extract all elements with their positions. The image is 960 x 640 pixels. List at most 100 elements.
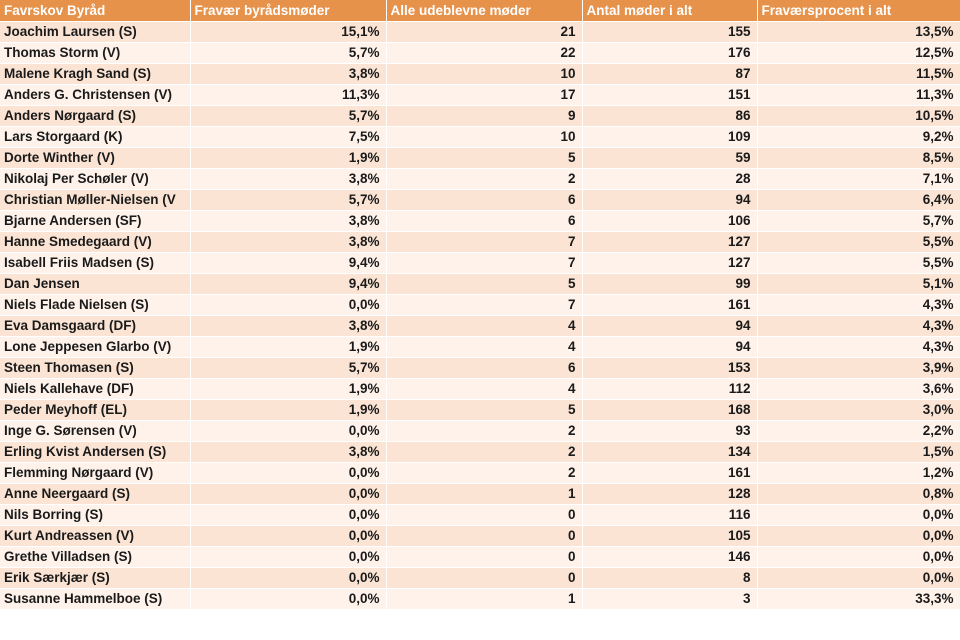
table-row: Erling Kvist Andersen (S) 3,8% 2 134 1,5% (0, 441, 960, 463)
table-row: Isabell Friis Madsen (S) 9,4% 7 127 5,5% (0, 252, 960, 274)
council-absence-cell: 1,9% (190, 399, 387, 421)
missed-meetings-cell: 5 (386, 273, 583, 295)
missed-meetings-cell: 22 (386, 42, 583, 64)
member-name-cell: Dan Jensen (0, 273, 191, 295)
council-absence-cell: 9,4% (190, 252, 387, 274)
member-name-cell: Susanne Hammelboe (S) (0, 588, 191, 610)
absence-percent-cell: 2,2% (757, 420, 960, 442)
attendance-table: Favrskov Byråd Fravær byrådsmøder Alle u… (0, 0, 960, 610)
table-row: Joachim Laursen (S) 15,1% 21 155 13,5% (0, 21, 960, 43)
absence-percent-cell: 10,5% (757, 105, 960, 127)
absence-percent-cell: 0,0% (757, 567, 960, 589)
table-row: Thomas Storm (V) 5,7% 22 176 12,5% (0, 42, 960, 64)
total-meetings-cell: 155 (582, 21, 758, 43)
absence-percent-cell: 1,2% (757, 462, 960, 484)
missed-meetings-cell: 0 (386, 504, 583, 526)
missed-meetings-cell: 2 (386, 168, 583, 190)
table-row: Niels Flade Nielsen (S) 0,0% 7 161 4,3% (0, 294, 960, 316)
table-row: Kurt Andreassen (V) 0,0% 0 105 0,0% (0, 525, 960, 547)
member-name-cell: Erik Særkjær (S) (0, 567, 191, 589)
total-meetings-cell: 105 (582, 525, 758, 547)
absence-percent-cell: 4,3% (757, 336, 960, 358)
member-name-cell: Anders Nørgaard (S) (0, 105, 191, 127)
council-absence-cell: 0,0% (190, 504, 387, 526)
council-absence-cell: 0,0% (190, 546, 387, 568)
absence-percent-cell: 0,0% (757, 525, 960, 547)
council-absence-cell: 1,9% (190, 147, 387, 169)
column-header-council-absence: Fravær byrådsmøder (190, 0, 387, 22)
council-absence-cell: 3,8% (190, 63, 387, 85)
total-meetings-cell: 153 (582, 357, 758, 379)
member-name-cell: Nikolaj Per Schøler (V) (0, 168, 191, 190)
missed-meetings-cell: 10 (386, 63, 583, 85)
table-row: Anders Nørgaard (S) 5,7% 9 86 10,5% (0, 105, 960, 127)
absence-percent-cell: 1,5% (757, 441, 960, 463)
table-row: Steen Thomasen (S) 5,7% 6 153 3,9% (0, 357, 960, 379)
total-meetings-cell: 146 (582, 546, 758, 568)
table-row: Nikolaj Per Schøler (V) 3,8% 2 28 7,1% (0, 168, 960, 190)
council-absence-cell: 3,8% (190, 168, 387, 190)
member-name-cell: Lone Jeppesen Glarbo (V) (0, 336, 191, 358)
missed-meetings-cell: 4 (386, 378, 583, 400)
total-meetings-cell: 151 (582, 84, 758, 106)
member-name-cell: Niels Flade Nielsen (S) (0, 294, 191, 316)
table-row: Christian Møller-Nielsen (V 5,7% 6 94 6,4% (0, 189, 960, 211)
total-meetings-cell: 87 (582, 63, 758, 85)
council-absence-cell: 5,7% (190, 105, 387, 127)
absence-percent-cell: 9,2% (757, 126, 960, 148)
table-row: Grethe Villadsen (S) 0,0% 0 146 0,0% (0, 546, 960, 568)
missed-meetings-cell: 4 (386, 315, 583, 337)
header-row: Favrskov Byråd Fravær byrådsmøder Alle u… (0, 0, 960, 22)
total-meetings-cell: 93 (582, 420, 758, 442)
table-row: Eva Damsgaard (DF) 3,8% 4 94 4,3% (0, 315, 960, 337)
total-meetings-cell: 116 (582, 504, 758, 526)
council-absence-cell: 5,7% (190, 42, 387, 64)
missed-meetings-cell: 6 (386, 210, 583, 232)
table-body: Joachim Laursen (S) 15,1% 21 155 13,5% Thomas… (0, 21, 960, 610)
table-row: Inge G. Sørensen (V) 0,0% 2 93 2,2% (0, 420, 960, 442)
missed-meetings-cell: 17 (386, 84, 583, 106)
missed-meetings-cell: 7 (386, 294, 583, 316)
total-meetings-cell: 112 (582, 378, 758, 400)
missed-meetings-cell: 6 (386, 189, 583, 211)
total-meetings-cell: 134 (582, 441, 758, 463)
total-meetings-cell: 94 (582, 315, 758, 337)
absence-percent-cell: 4,3% (757, 315, 960, 337)
missed-meetings-cell: 4 (386, 336, 583, 358)
total-meetings-cell: 127 (582, 231, 758, 253)
missed-meetings-cell: 10 (386, 126, 583, 148)
absence-percent-cell: 0,0% (757, 546, 960, 568)
member-name-cell: Isabell Friis Madsen (S) (0, 252, 191, 274)
total-meetings-cell: 86 (582, 105, 758, 127)
total-meetings-cell: 106 (582, 210, 758, 232)
member-name-cell: Erling Kvist Andersen (S) (0, 441, 191, 463)
table-row: Dorte Winther (V) 1,9% 5 59 8,5% (0, 147, 960, 169)
missed-meetings-cell: 0 (386, 546, 583, 568)
member-name-cell: Christian Møller-Nielsen (V (0, 189, 191, 211)
total-meetings-cell: 109 (582, 126, 758, 148)
absence-percent-cell: 5,1% (757, 273, 960, 295)
absence-percent-cell: 3,6% (757, 378, 960, 400)
missed-meetings-cell: 5 (386, 147, 583, 169)
council-absence-cell: 15,1% (190, 21, 387, 43)
table-header: Favrskov Byråd Fravær byrådsmøder Alle u… (0, 0, 960, 22)
total-meetings-cell: 28 (582, 168, 758, 190)
absence-percent-cell: 6,4% (757, 189, 960, 211)
council-absence-cell: 0,0% (190, 462, 387, 484)
missed-meetings-cell: 0 (386, 567, 583, 589)
absence-percent-cell: 12,5% (757, 42, 960, 64)
table-row: Lone Jeppesen Glarbo (V) 1,9% 4 94 4,3% (0, 336, 960, 358)
council-absence-cell: 11,3% (190, 84, 387, 106)
council-absence-cell: 5,7% (190, 357, 387, 379)
missed-meetings-cell: 1 (386, 588, 583, 610)
table-row: Dan Jensen 9,4% 5 99 5,1% (0, 273, 960, 295)
total-meetings-cell: 161 (582, 462, 758, 484)
absence-percent-cell: 3,9% (757, 357, 960, 379)
member-name-cell: Hanne Smedegaard (V) (0, 231, 191, 253)
council-absence-cell: 3,8% (190, 441, 387, 463)
table-row: Lars Storgaard (K) 7,5% 10 109 9,2% (0, 126, 960, 148)
column-header-absence-percent: Fraværsprocent i alt (757, 0, 960, 22)
absence-percent-cell: 3,0% (757, 399, 960, 421)
missed-meetings-cell: 7 (386, 231, 583, 253)
column-header-missed-meetings: Alle udeblevne møder (386, 0, 583, 22)
